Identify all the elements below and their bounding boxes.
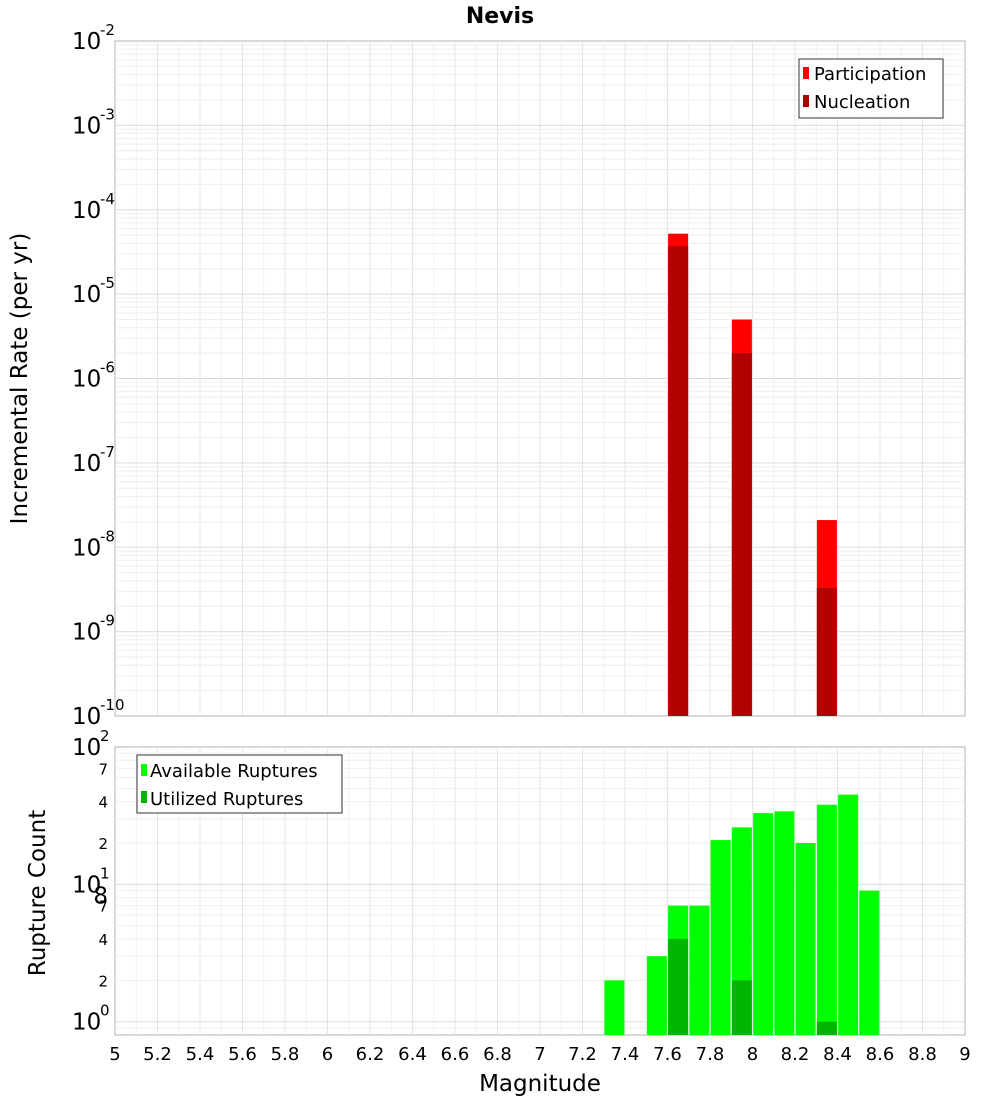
y-tick-label: 10 — [72, 113, 101, 139]
y-tick-label: 10 — [72, 535, 101, 561]
x-tick-label: 5.2 — [143, 1044, 172, 1065]
y-tick-exponent: -4 — [100, 190, 115, 208]
top-panel: 10-210-310-410-510-610-710-810-910-10 In… — [7, 21, 966, 730]
x-tick-label: 5.8 — [271, 1044, 300, 1065]
x-tick-label: 6.6 — [441, 1044, 470, 1065]
top-y-tick-labels: 10-210-310-410-510-610-710-810-910-10 — [72, 21, 125, 730]
available-ruptures-bar — [795, 843, 816, 1035]
y-minor-tick-label: 8 — [93, 884, 108, 910]
y-minor-tick-label: 4 — [98, 794, 108, 812]
y-tick-label: 10 — [72, 29, 101, 55]
y-minor-tick-label: 2 — [98, 972, 108, 990]
y-tick-label: 10 — [72, 735, 101, 761]
y-tick-label: 10 — [72, 282, 101, 308]
y-tick-exponent: -10 — [100, 696, 125, 714]
x-tick-label: 7 — [534, 1044, 545, 1065]
y-minor-tick-label: 7 — [98, 898, 108, 916]
bottom-y-axis-title: Rupture Count — [25, 810, 51, 976]
available-ruptures-bar — [859, 890, 880, 1035]
x-tick-label: 6 — [322, 1044, 333, 1065]
top-legend-box — [798, 58, 944, 119]
y-tick-exponent: -6 — [100, 359, 115, 377]
chart-title: Nevis — [466, 4, 534, 29]
utilized-ruptures-bar — [731, 980, 752, 1035]
y-tick-label: 10 — [72, 1010, 101, 1036]
x-tick-label: 8.4 — [823, 1044, 852, 1065]
available-ruptures-bar — [838, 794, 859, 1035]
x-tick-label: 7.8 — [696, 1044, 725, 1065]
x-tick-labels: 5 5.2 5.4 5.6 5.8 6 6.2 6.4 6.6 6.8 7 7.2 7.4 7.6 7.8 8… — [109, 1044, 970, 1065]
top-bars — [668, 233, 837, 716]
nucleation-bar — [668, 246, 689, 716]
y-minor-tick-label: 4 — [98, 931, 108, 949]
utilized-ruptures-bar — [668, 939, 689, 1035]
legend-label-utilized: Utilized Ruptures — [150, 789, 303, 810]
y-tick-exponent: -9 — [100, 612, 115, 630]
available-ruptures-bar — [646, 956, 667, 1035]
y-tick-exponent: 1 — [100, 864, 110, 882]
y-tick-exponent: 0 — [100, 1002, 110, 1020]
available-ruptures-bar — [710, 840, 731, 1035]
x-tick-label: 8.6 — [866, 1044, 895, 1065]
available-ruptures-bar — [774, 811, 795, 1035]
y-tick-label: 10 — [72, 872, 101, 898]
top-y-axis-title: Incremental Rate (per yr) — [7, 233, 33, 525]
x-tick-label: 5.4 — [186, 1044, 215, 1065]
y-tick-label: 10 — [72, 620, 101, 646]
x-axis-title: Magnitude — [479, 1071, 601, 1097]
bottom-legend-box — [136, 754, 343, 814]
x-tick-label: 6.4 — [398, 1044, 427, 1065]
x-tick-label: 7.4 — [611, 1044, 640, 1065]
top-legend: Participation Nucleation — [798, 58, 944, 119]
y-tick-exponent: -7 — [100, 443, 115, 461]
y-tick-label: 10 — [72, 367, 101, 393]
y-tick-exponent: 2 — [100, 727, 110, 745]
y-tick-exponent: -3 — [100, 105, 115, 123]
legend-label-available: Available Ruptures — [150, 761, 318, 782]
available-ruptures-bar — [604, 980, 625, 1035]
legend-swatch-available — [141, 764, 147, 776]
available-ruptures-bar — [816, 804, 837, 1035]
legend-label-nucleation: Nucleation — [814, 92, 910, 113]
y-tick-label: 10 — [72, 198, 101, 224]
x-tick-label: 7.2 — [568, 1044, 597, 1065]
x-tick-label: 6.2 — [356, 1044, 385, 1065]
bottom-legend: Available Ruptures Utilized Ruptures — [136, 754, 343, 814]
legend-swatch-utilized — [141, 791, 147, 803]
legend-label-participation: Participation — [814, 64, 926, 85]
x-tick-label: 8.2 — [781, 1044, 810, 1065]
y-tick-exponent: -5 — [100, 274, 115, 292]
x-tick-label: 5 — [109, 1044, 120, 1065]
x-tick-label: 9 — [959, 1044, 970, 1065]
x-tick-label: 8.8 — [908, 1044, 937, 1065]
nucleation-bar — [731, 353, 752, 716]
y-tick-exponent: -2 — [100, 21, 115, 39]
legend-swatch-participation — [803, 67, 809, 79]
y-minor-tick-label: 2 — [98, 835, 108, 853]
available-ruptures-bar — [689, 905, 710, 1035]
x-tick-label: 7.6 — [653, 1044, 682, 1065]
y-minor-tick-label: 7 — [98, 760, 108, 778]
x-tick-label: 6.8 — [483, 1044, 512, 1065]
x-tick-label: 5.6 — [228, 1044, 257, 1065]
utilized-ruptures-bar — [816, 1021, 837, 1035]
y-tick-label: 10 — [72, 451, 101, 477]
available-ruptures-bar — [753, 813, 774, 1035]
x-tick-label: 8 — [747, 1044, 758, 1065]
y-tick-exponent: -8 — [100, 527, 115, 545]
legend-swatch-nucleation — [803, 95, 809, 107]
top-gridlines — [115, 41, 965, 716]
y-tick-label: 10 — [72, 704, 101, 730]
nucleation-bar — [816, 587, 837, 716]
bottom-bars — [604, 794, 880, 1035]
